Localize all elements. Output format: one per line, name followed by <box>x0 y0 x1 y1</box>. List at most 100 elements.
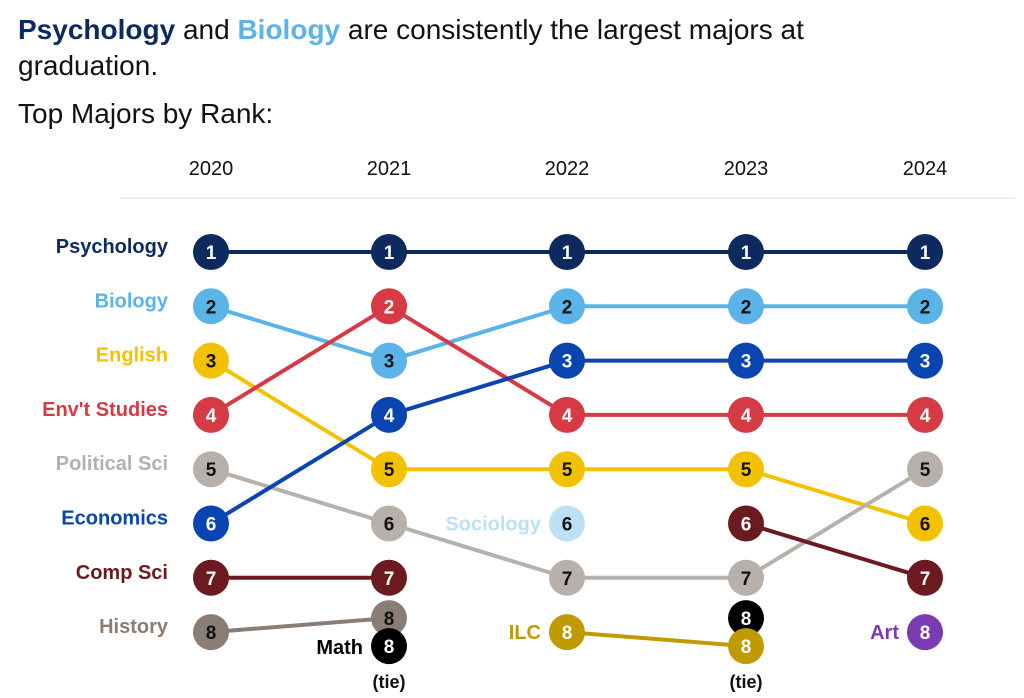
rank-marker-Math <box>728 600 764 637</box>
title-psychology: Psychology <box>18 14 176 45</box>
series-label-Biology: Biology <box>95 290 169 312</box>
rank-marker-Comp Sci <box>728 505 764 542</box>
rank-marker-Economics <box>193 505 229 542</box>
rank-value: 3 <box>741 352 752 373</box>
rank-value: 1 <box>741 243 752 264</box>
rank-marker-Political Sci <box>193 451 229 488</box>
rank-marker-Political Sci <box>728 559 764 596</box>
tie-label: (tie) <box>730 672 763 692</box>
rank-marker-Economics <box>549 342 585 379</box>
series-line-Comp Sci <box>745 521 926 580</box>
rank-value: 3 <box>562 352 573 373</box>
rank-value: 5 <box>384 460 395 481</box>
rank-marker-English <box>371 451 407 488</box>
year-label-2021: 2021 <box>367 158 412 180</box>
rank-value: 2 <box>562 297 573 318</box>
series-line-Political Sci <box>388 521 568 580</box>
rank-value: 5 <box>920 460 931 481</box>
rank-marker-Biology <box>371 342 407 379</box>
rank-value: 4 <box>920 406 931 427</box>
rank-marker-History <box>193 614 229 651</box>
rank-value: 7 <box>741 569 752 590</box>
rank-marker-English <box>907 505 943 542</box>
rank-value: 1 <box>206 243 217 264</box>
rank-marker-ILC <box>549 614 585 651</box>
series-label-Psychology: Psychology <box>56 236 169 258</box>
rank-marker-Political Sci <box>371 505 407 542</box>
rank-marker-Economics <box>371 396 407 433</box>
series-line-Env't Studies <box>209 304 391 417</box>
tie-label: (tie) <box>373 672 406 692</box>
rank-marker-Political Sci <box>549 559 585 596</box>
rank-value: 8 <box>206 623 217 644</box>
rank-value: 4 <box>741 406 752 427</box>
rank-marker-Psychology <box>728 234 764 270</box>
rank-marker-Economics <box>907 342 943 379</box>
rank-value: 3 <box>206 352 217 373</box>
series-line-Economics <box>388 358 568 417</box>
rank-value: 5 <box>562 460 573 481</box>
series-line-Biology <box>388 304 568 363</box>
title-text: and <box>175 14 238 45</box>
rank-value: 8 <box>920 623 931 644</box>
rank-value: 2 <box>920 297 931 318</box>
year-label-2024: 2024 <box>903 158 948 180</box>
rank-marker-Comp Sci <box>193 559 229 596</box>
rank-value: 4 <box>562 406 573 427</box>
rank-value: 7 <box>384 569 395 590</box>
rank-value: 7 <box>562 569 573 590</box>
rank-value: 4 <box>206 406 217 427</box>
rank-value: 5 <box>206 460 217 481</box>
rank-value: 1 <box>920 243 931 264</box>
rank-marker-English <box>193 342 229 379</box>
series-label-Economics: Economics <box>61 508 168 530</box>
series-label-English: English <box>96 345 168 367</box>
rank-marker-Biology <box>728 288 764 325</box>
rank-marker-Art <box>907 614 943 651</box>
chart-subtitle: Top Majors by Rank: <box>18 98 274 129</box>
series-label-History: History <box>99 616 169 638</box>
rank-marker-History <box>371 600 407 637</box>
rank-marker-Env't Studies <box>193 396 229 433</box>
rank-value: 4 <box>384 406 395 427</box>
rank-value: 3 <box>920 352 931 373</box>
rank-value: 6 <box>384 515 395 536</box>
rank-value: 6 <box>562 515 573 536</box>
rank-marker-Comp Sci <box>371 559 407 596</box>
rank-marker-Economics <box>728 342 764 379</box>
rank-value: 6 <box>920 515 931 536</box>
series-line-History <box>210 616 390 635</box>
rank-value: 1 <box>562 243 573 264</box>
series-label-Comp Sci: Comp Sci <box>76 562 168 584</box>
rank-marker-Political Sci <box>907 451 943 488</box>
rank-value: 3 <box>384 352 395 373</box>
rank-marker-Biology <box>193 288 229 325</box>
chart-title: Psychology and Biology are consistently … <box>18 12 918 84</box>
rank-value: 8 <box>384 609 395 630</box>
rank-marker-Env't Studies <box>728 396 764 433</box>
rank-marker-Env't Studies <box>907 396 943 433</box>
rank-marker-Comp Sci <box>907 559 943 596</box>
rank-marker-ILC <box>728 628 764 665</box>
series-line-Political Sci <box>210 467 390 526</box>
series-line-Biology <box>210 304 390 363</box>
rank-marker-Psychology <box>193 234 229 270</box>
rank-marker-Psychology <box>371 234 407 270</box>
rank-marker-English <box>728 451 764 488</box>
series-label-Political Sci: Political Sci <box>56 453 168 475</box>
rank-marker-Env't Studies <box>549 396 585 433</box>
series-label-Sociology: Sociology <box>445 514 541 536</box>
rank-value: 2 <box>384 297 395 318</box>
rank-marker-Env't Studies <box>371 288 407 325</box>
rank-value: 7 <box>206 569 217 590</box>
rank-marker-Math <box>371 628 407 665</box>
rank-value: 6 <box>206 515 217 536</box>
rank-marker-English <box>549 451 585 488</box>
series-label-Art: Art <box>870 622 899 644</box>
year-label-2020: 2020 <box>189 158 234 180</box>
series-line-Env't Studies <box>387 304 569 417</box>
rank-marker-Sociology <box>549 505 585 542</box>
series-line-English <box>745 467 926 526</box>
